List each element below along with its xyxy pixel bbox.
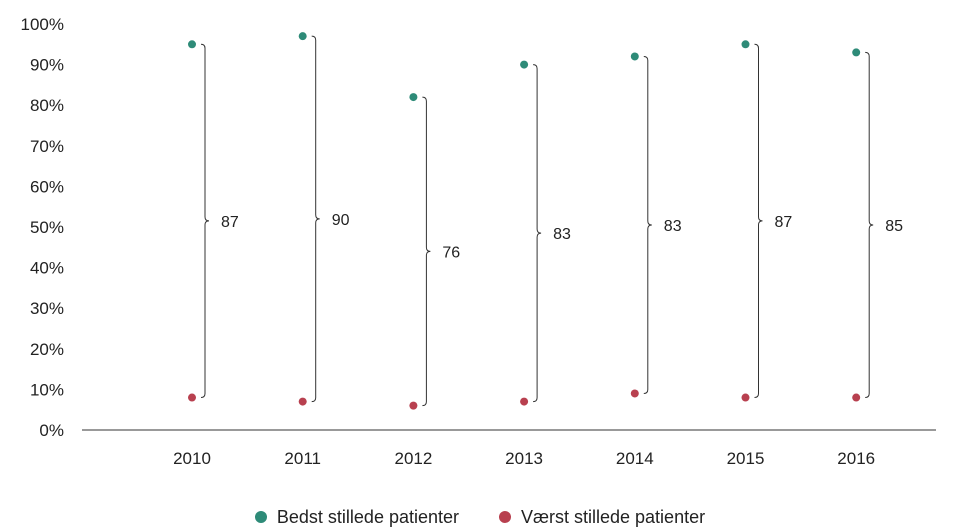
y-tick-label: 100% [21,15,64,34]
y-tick-label: 40% [30,259,64,278]
gap-label: 85 [885,218,903,235]
point-best [188,40,196,49]
y-tick-label: 20% [30,340,64,359]
x-axis-ticks: 2010 2011 2012 2013 2014 2015 2016 [173,449,875,468]
point-worst [741,393,750,402]
point-best [630,52,639,61]
legend-dot-best [254,511,267,523]
x-tick-label: 2011 [284,449,321,468]
point-best [520,60,529,69]
gap-label: 76 [442,244,460,261]
point-worst [630,389,639,398]
point-worst [409,401,418,410]
point-best [298,32,307,41]
gap-label: 87 [775,214,793,231]
point-best [741,40,750,49]
x-tick-label: 2013 [505,449,543,468]
gap-bracket [865,51,874,399]
gap-label: 90 [332,212,350,229]
gap-bracket [422,96,431,407]
y-tick-label: 70% [30,137,64,156]
point-best [409,93,418,102]
gap-bracket [643,55,652,394]
x-tick-label: 2014 [616,449,654,468]
legend-label-worst: Værst stillede patienter [521,506,706,527]
data-marks: 87 90 76 83 83 87 85 [188,32,903,410]
gap-label: 87 [221,214,239,231]
point-worst [188,393,196,402]
gap-label: 83 [664,218,682,235]
legend-label-best: Bedst stillede patienter [276,506,459,527]
y-axis-ticks: 0% 10% 20% 30% 40% 50% 60% 70% 80% 90% 100% [21,15,64,440]
y-tick-label: 0% [39,421,64,440]
x-tick-label: 2015 [727,449,765,468]
gap-bracket [311,35,320,403]
gap-bracket [533,64,542,403]
point-worst [520,397,529,406]
y-tick-label: 30% [30,299,64,318]
point-worst [298,397,307,406]
y-tick-label: 60% [30,177,64,196]
point-worst [852,393,861,402]
x-tick-label: 2010 [173,449,211,468]
x-tick-label: 2012 [394,449,432,468]
y-tick-label: 10% [30,380,64,399]
legend-item-worst: Værst stillede patienter [499,506,705,528]
legend: Bedst stillede patienter Værst stillede … [0,506,960,528]
y-tick-label: 50% [30,218,64,237]
legend-item-best: Bedst stillede patienter [254,506,459,528]
gap-label: 83 [553,226,571,243]
gap-bracket [754,43,763,399]
gap-bracket [200,43,210,399]
y-tick-label: 90% [30,56,64,75]
point-best [852,48,861,57]
y-tick-label: 80% [30,96,64,115]
legend-dot-worst [499,511,511,523]
x-tick-label: 2016 [837,449,875,468]
